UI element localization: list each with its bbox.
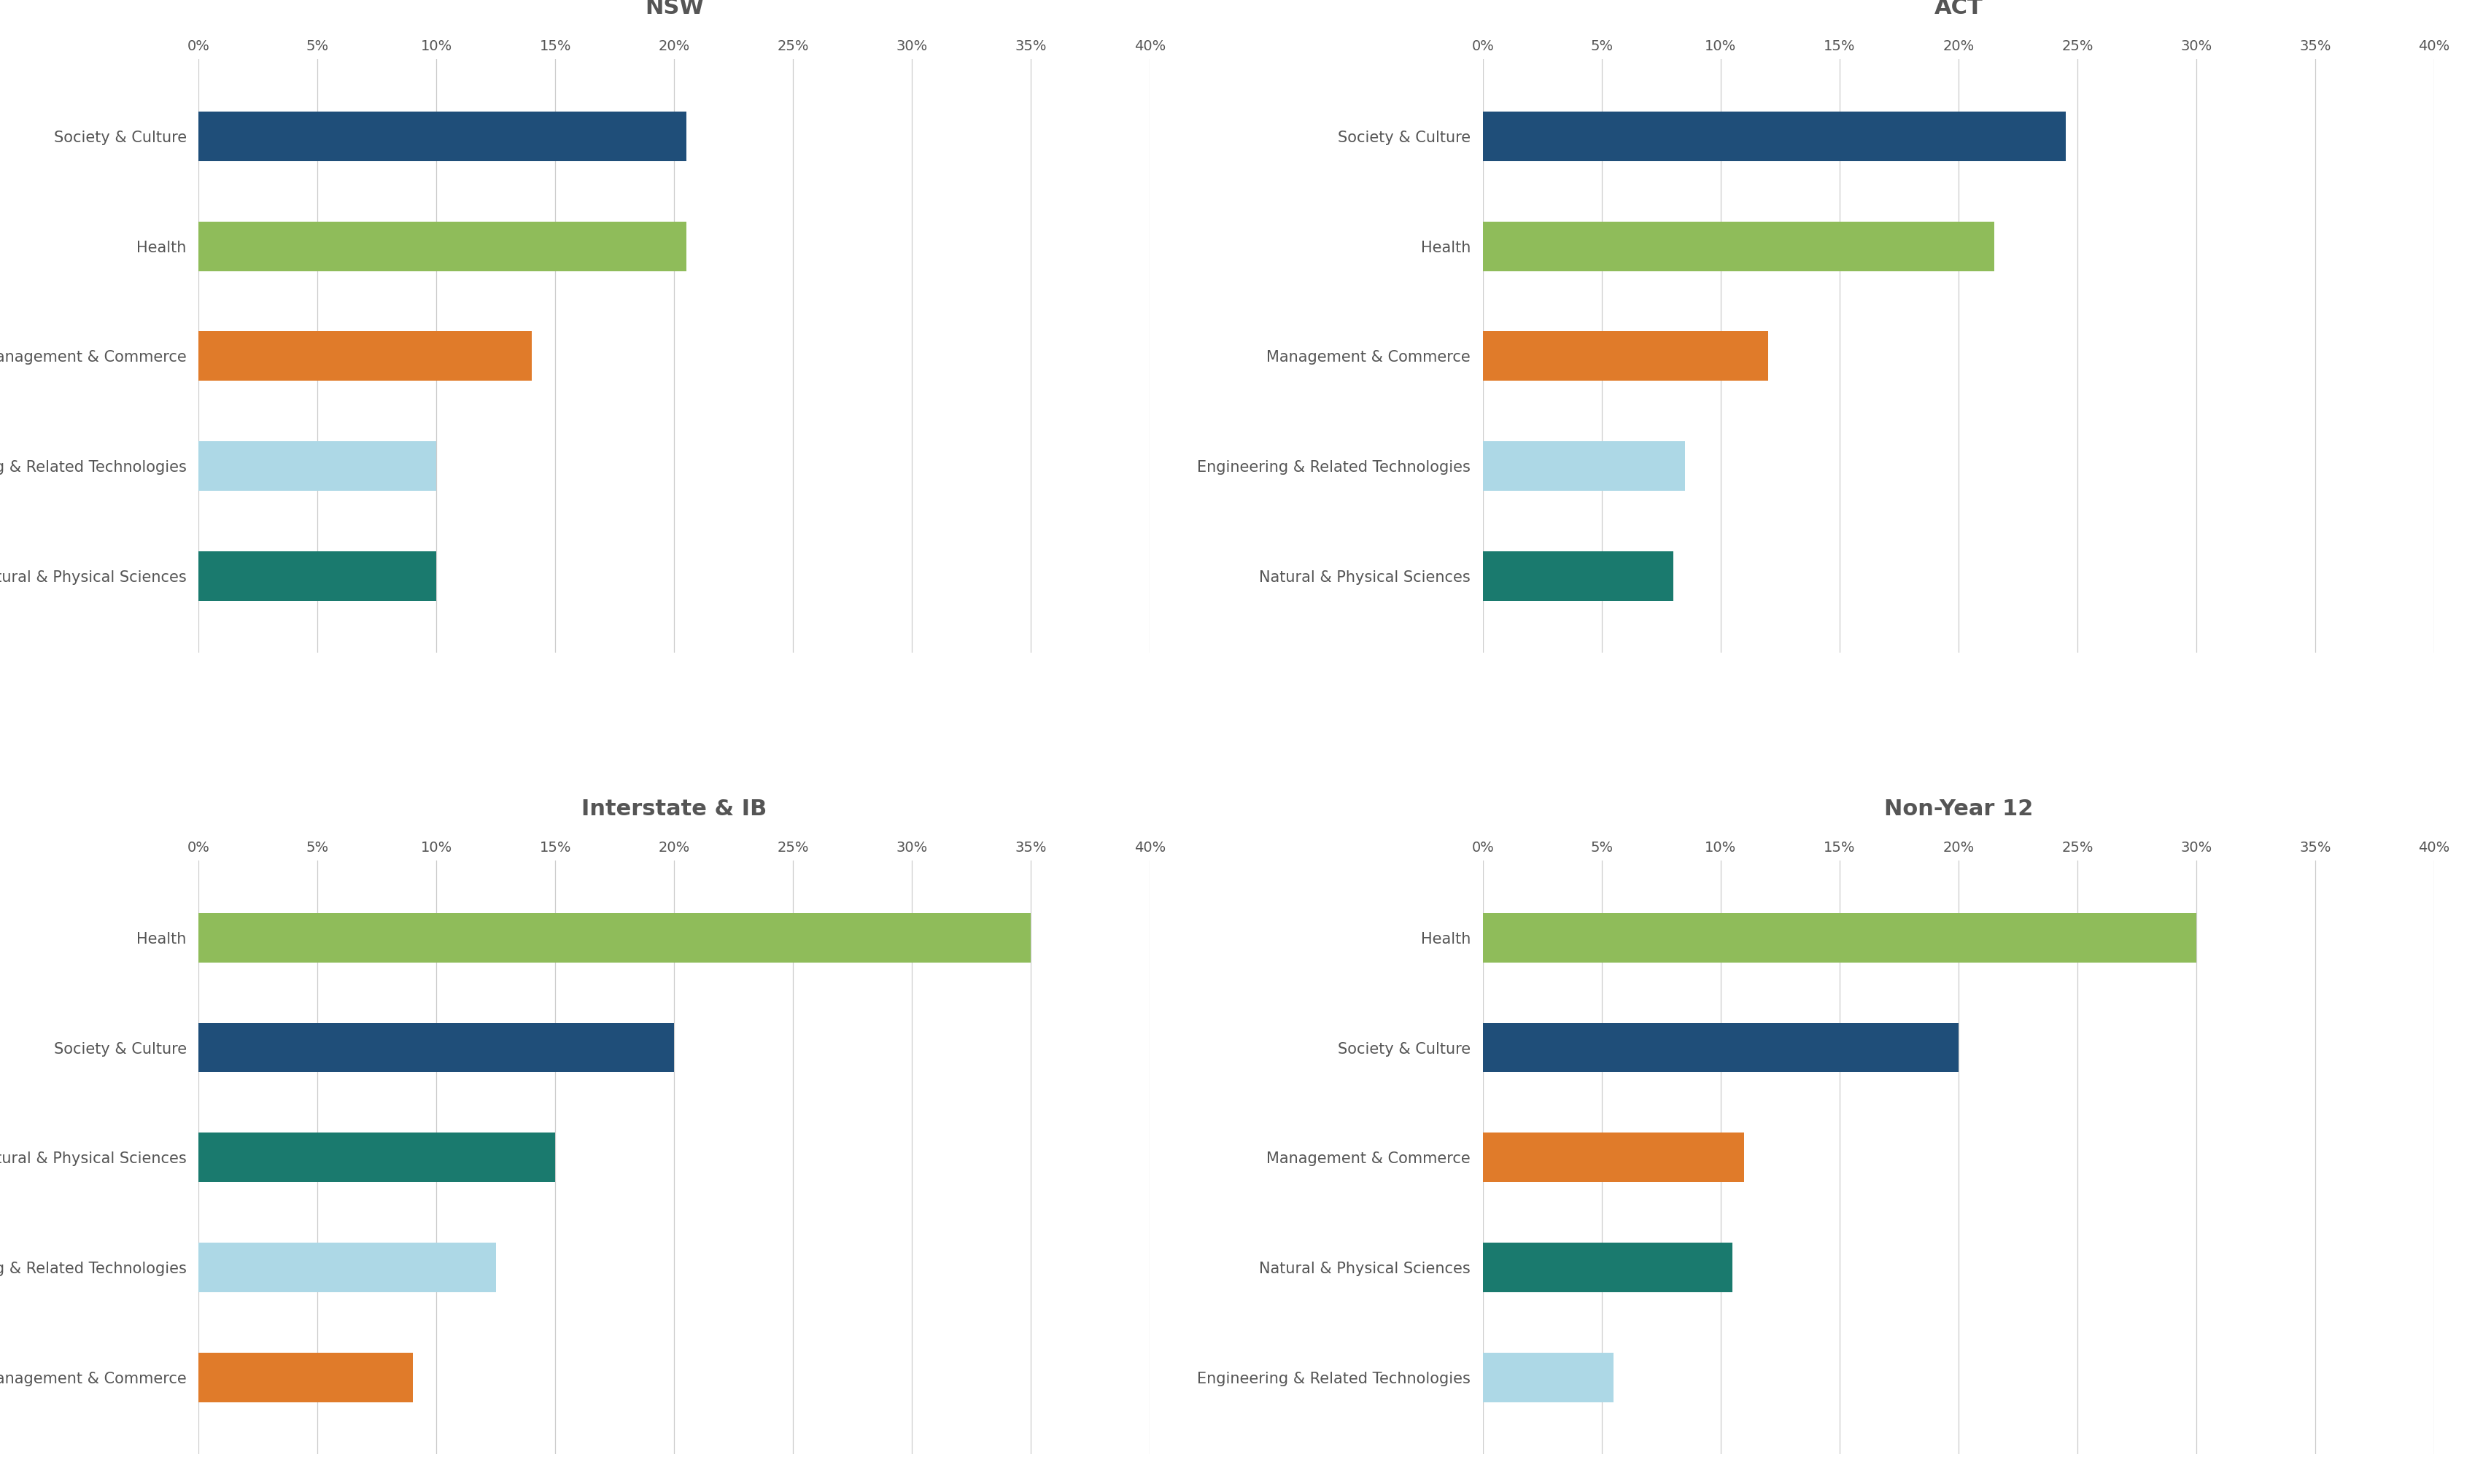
Bar xyxy=(1482,913,2195,963)
Bar xyxy=(199,1132,556,1183)
Bar xyxy=(1482,331,1768,381)
Bar xyxy=(1482,1022,1959,1073)
Bar xyxy=(199,1352,412,1402)
Bar xyxy=(199,221,685,272)
Bar xyxy=(1482,111,2066,162)
Bar xyxy=(1482,1242,1733,1293)
Bar xyxy=(199,111,685,162)
Title: Interstate & IB: Interstate & IB xyxy=(581,798,767,819)
Bar xyxy=(1482,551,1674,601)
Bar xyxy=(199,331,531,381)
Title: NSW: NSW xyxy=(646,0,703,18)
Title: Non-Year 12: Non-Year 12 xyxy=(1882,798,2034,819)
Bar xyxy=(199,913,1030,963)
Bar xyxy=(199,441,437,491)
Bar xyxy=(1482,441,1683,491)
Bar xyxy=(1482,1132,1743,1183)
Bar xyxy=(199,1022,673,1073)
Bar xyxy=(1482,221,1994,272)
Bar xyxy=(199,1242,497,1293)
Bar xyxy=(1482,1352,1614,1402)
Title: ACT: ACT xyxy=(1934,0,1981,18)
Bar xyxy=(199,551,437,601)
